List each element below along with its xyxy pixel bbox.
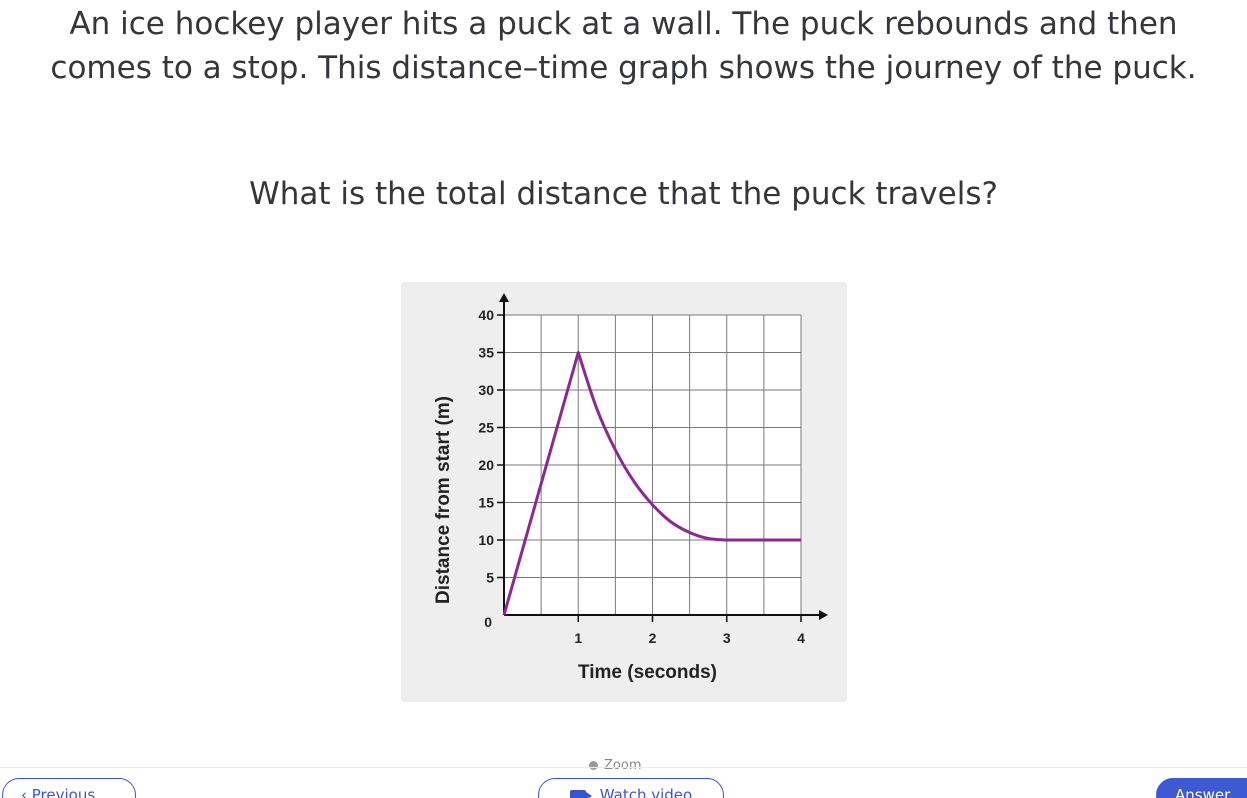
zoom-label: Zoom xyxy=(604,758,642,772)
answer-label: Answer xyxy=(1175,786,1231,798)
y-tick-label: 15 xyxy=(478,495,494,511)
x-tick-label: 2 xyxy=(649,630,657,646)
y-axis-arrow xyxy=(499,293,509,302)
answer-button[interactable]: Answer xyxy=(1156,778,1247,798)
x-axis-arrow xyxy=(819,610,828,620)
x-tick-label: 4 xyxy=(797,630,805,646)
question-prompt: What is the total distance that the puck… xyxy=(249,176,998,212)
x-tick-label: 1 xyxy=(574,630,582,646)
zoom-control[interactable]: Zoom xyxy=(589,758,641,772)
y-tick-label: 20 xyxy=(478,457,494,473)
y-tick-label: 10 xyxy=(478,532,494,548)
watch-video-label: Watch video xyxy=(599,786,693,798)
x-axis-title: Time (seconds) xyxy=(578,662,717,683)
distance-time-chart: 0 5 10 15 20 25 30 35 40 1 2 3 4 Time (seconds) Dis… xyxy=(433,293,828,683)
y-tick-label: 35 xyxy=(478,345,494,361)
series-line xyxy=(502,351,801,616)
previous-button[interactable]: ‹ Previous xyxy=(2,778,136,798)
y-tick-label: 0 xyxy=(484,614,492,630)
graph-figure: 0 5 10 15 20 25 30 35 40 1 2 3 4 Time (seconds) Dis… xyxy=(401,282,847,702)
y-axis-title: Distance from start (m) xyxy=(433,396,454,604)
previous-label: ‹ Previous xyxy=(21,786,96,798)
y-tick-label: 40 xyxy=(478,307,494,323)
x-tick-label: 3 xyxy=(723,630,731,646)
zoom-icon xyxy=(589,761,598,770)
question-text: An ice hockey player hits a puck at a wa… xyxy=(50,6,1197,86)
video-camera-icon xyxy=(569,789,592,798)
y-tick-label: 30 xyxy=(478,382,494,398)
footer-divider xyxy=(0,767,1247,768)
watch-video-button[interactable]: Watch video xyxy=(538,778,724,798)
y-tick-label: 5 xyxy=(486,570,494,586)
y-tick-label: 25 xyxy=(478,420,494,436)
